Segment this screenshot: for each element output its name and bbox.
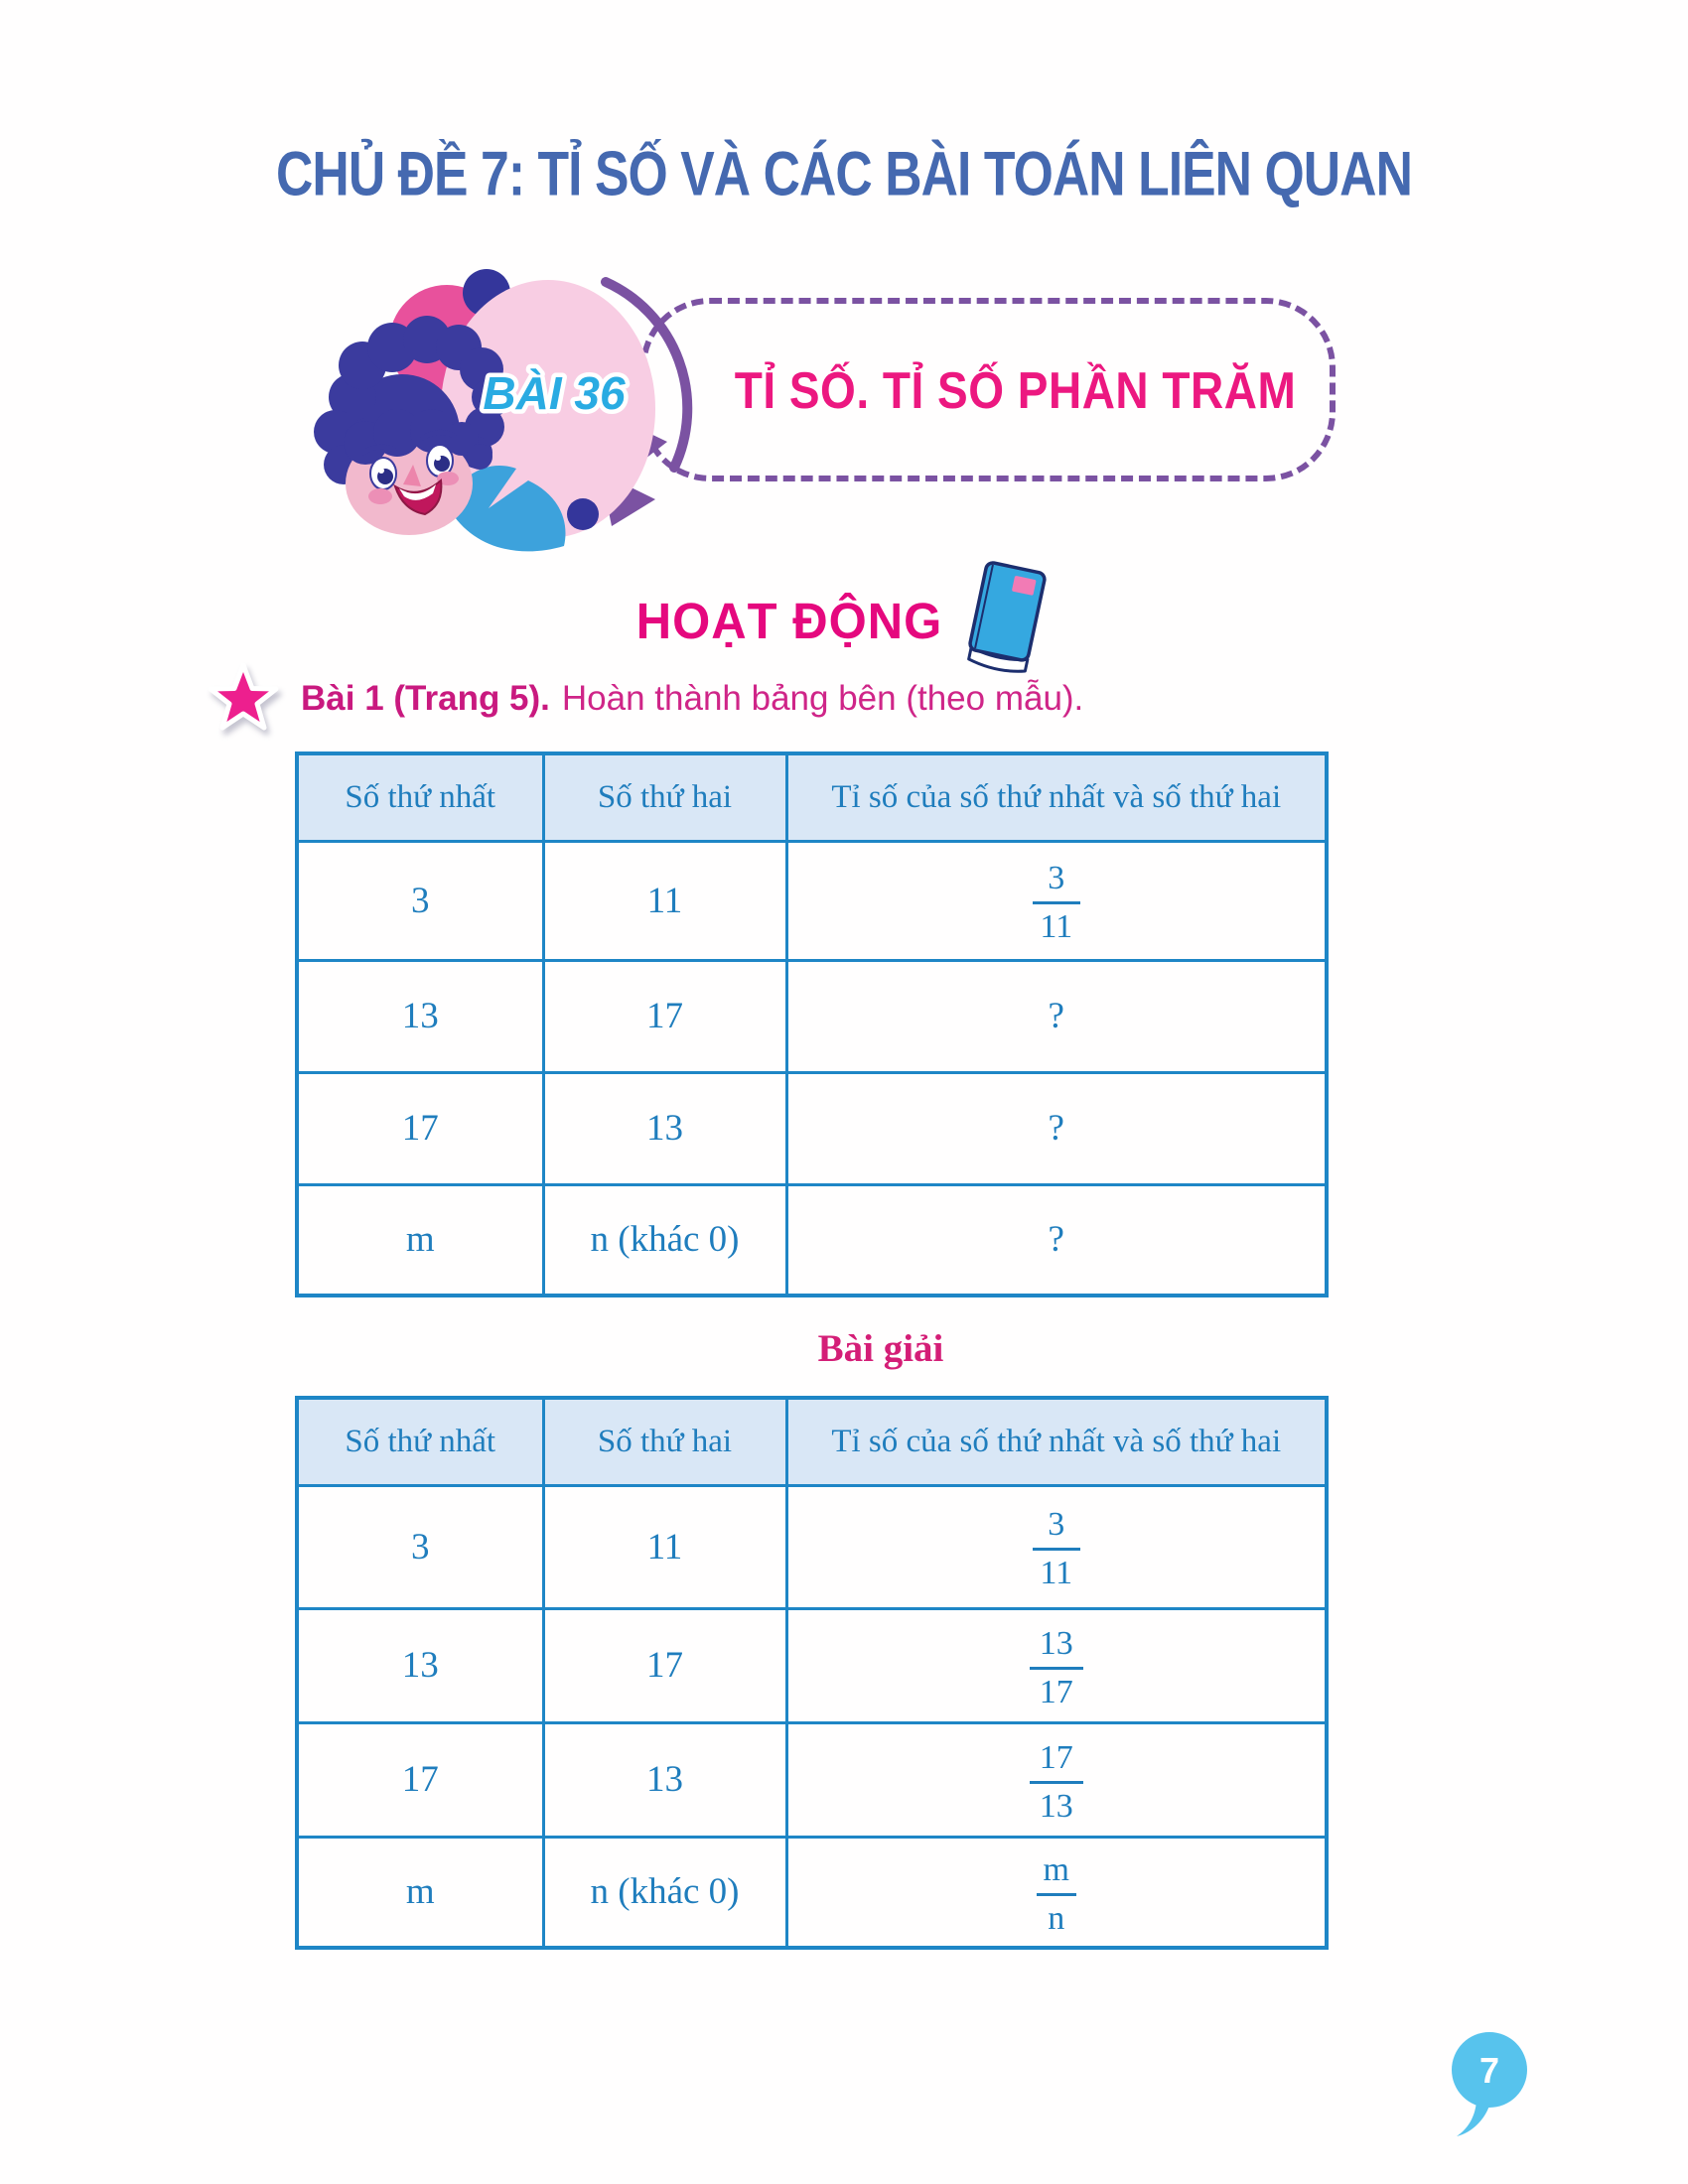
book-icon xyxy=(967,560,1047,673)
exercise-row: Bài 1 (Trang 5). Hoàn thành bảng bên (th… xyxy=(204,658,1083,740)
navy-dot-shape xyxy=(567,498,599,530)
boy-eyebrows xyxy=(360,430,457,456)
cell-second-number: n (khác 0) xyxy=(541,1835,788,1950)
boy-nose xyxy=(403,465,421,486)
cell-first-number: 3 xyxy=(295,839,545,962)
exercise-text: Hoàn thành bảng bên (theo mẫu). xyxy=(561,679,1084,718)
cell-second-number: 13 xyxy=(541,1720,788,1839)
lesson-banner: TỈ SỐ. TỈ SỐ PHẦN TRĂM xyxy=(0,248,1688,675)
page-number-bubble: 7 xyxy=(1452,2032,1527,2136)
fraction: 3 11 xyxy=(1032,1507,1080,1590)
boy-shirt xyxy=(449,466,566,552)
cell-first-number: 13 xyxy=(295,1606,545,1724)
cell-second-number: 17 xyxy=(541,958,788,1074)
cell-second-number: n (khác 0) xyxy=(541,1182,788,1297)
activity-heading-label: HOẠT ĐỘNG xyxy=(635,593,943,649)
table-row: 3 11 3 11 xyxy=(295,1483,1329,1610)
cell-ratio: ? xyxy=(784,1070,1329,1186)
exercise-label: Bài 1 (Trang 5). xyxy=(301,679,550,718)
col-header-first-number: Số thứ nhất xyxy=(295,1396,545,1487)
table-row: 17 13 ? xyxy=(295,1070,1329,1186)
solution-heading: Bài giải xyxy=(817,1327,944,1370)
fraction: m n xyxy=(1036,1852,1076,1936)
mascot-boy-illustration: BÀI 36 xyxy=(314,269,693,552)
col-header-ratio: Tỉ số của số thứ nhất và số thứ hai xyxy=(784,751,1329,843)
col-header-second-number: Số thứ hai xyxy=(541,1396,788,1487)
cell-second-number: 11 xyxy=(541,839,788,962)
star-icon xyxy=(208,662,279,731)
fraction: 3 11 xyxy=(1032,861,1080,944)
fraction-bar xyxy=(1032,1548,1080,1551)
cell-second-number: 17 xyxy=(541,1606,788,1724)
cell-first-number: m xyxy=(295,1835,545,1950)
table-row: 13 17 ? xyxy=(295,958,1329,1074)
cell-ratio: 17 13 xyxy=(784,1720,1329,1839)
cell-first-number: m xyxy=(295,1182,545,1297)
cell-first-number: 3 xyxy=(295,1483,545,1610)
fraction-bar xyxy=(1036,1892,1076,1896)
lesson-title-box: TỈ SỐ. TỈ SỐ PHẦN TRĂM xyxy=(640,298,1336,481)
table-row: m n (khác 0) m n xyxy=(295,1835,1329,1950)
cell-ratio: 3 11 xyxy=(784,839,1329,962)
table-row: 13 17 13 17 xyxy=(295,1606,1329,1724)
boy-blush xyxy=(368,488,392,504)
activity-heading: HOẠT ĐỘNG xyxy=(0,560,1688,678)
fraction: 13 17 xyxy=(1029,1626,1083,1709)
boy-blush xyxy=(437,472,459,485)
solution-table: Số thứ nhất Số thứ hai Tỉ số của số thứ … xyxy=(295,1396,1329,1950)
fraction-bar xyxy=(1029,1780,1083,1784)
table-row: 3 11 3 11 xyxy=(295,839,1329,962)
table-header-row: Số thứ nhất Số thứ hai Tỉ số của số thứ … xyxy=(295,1396,1329,1487)
col-header-second-number: Số thứ hai xyxy=(541,751,788,843)
cell-first-number: 17 xyxy=(295,1720,545,1839)
boy-mouth xyxy=(393,478,443,516)
cell-ratio: 3 11 xyxy=(784,1483,1329,1610)
cell-ratio: ? xyxy=(784,1182,1329,1297)
cell-first-number: 13 xyxy=(295,958,545,1074)
problem-table: Số thứ nhất Số thứ hai Tỉ số của số thứ … xyxy=(295,751,1329,1297)
cell-ratio: m n xyxy=(784,1835,1329,1950)
fraction-bar xyxy=(1029,1666,1083,1670)
page-number: 7 xyxy=(1479,2050,1499,2091)
cell-ratio: 13 17 xyxy=(784,1606,1329,1724)
lesson-badge: BÀI 36 xyxy=(483,367,626,419)
cell-ratio: ? xyxy=(784,958,1329,1074)
lesson-title: TỈ SỐ. TỈ SỐ PHẦN TRĂM xyxy=(734,360,1297,419)
col-header-first-number: Số thứ nhất xyxy=(295,751,545,843)
table-row: 17 13 17 13 xyxy=(295,1720,1329,1839)
cell-first-number: 17 xyxy=(295,1070,545,1186)
table-row: m n (khác 0) ? xyxy=(295,1182,1329,1297)
table-header-row: Số thứ nhất Số thứ hai Tỉ số của số thứ … xyxy=(295,751,1329,843)
fraction: 17 13 xyxy=(1029,1740,1083,1824)
col-header-ratio: Tỉ số của số thứ nhất và số thứ hai xyxy=(784,1396,1329,1487)
fraction-bar xyxy=(1032,901,1080,904)
cell-second-number: 11 xyxy=(541,1483,788,1610)
purple-arc-shape xyxy=(601,277,693,473)
chapter-title: CHỦ ĐỀ 7: TỈ SỐ VÀ CÁC BÀI TOÁN LIÊN QUA… xyxy=(276,138,1413,209)
cell-second-number: 13 xyxy=(541,1070,788,1186)
